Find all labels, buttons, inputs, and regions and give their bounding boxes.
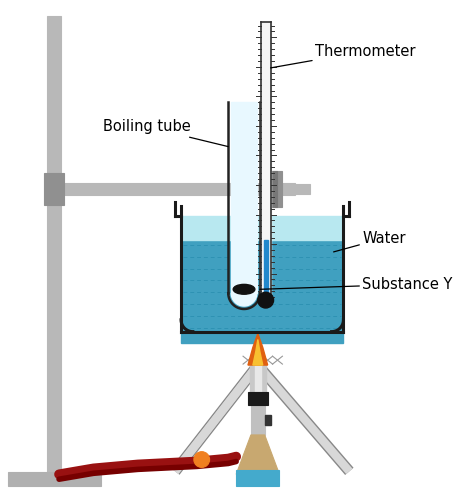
Bar — [248, 391, 268, 405]
Bar — [47, 16, 61, 478]
Bar — [181, 215, 344, 240]
Bar — [8, 472, 101, 486]
Bar — [266, 171, 277, 207]
Bar — [181, 240, 344, 344]
Bar — [44, 173, 64, 205]
Bar — [231, 103, 257, 293]
Ellipse shape — [233, 284, 255, 294]
Bar — [283, 184, 310, 194]
Bar — [264, 415, 271, 425]
Text: Thermometer: Thermometer — [271, 44, 415, 68]
Text: Water: Water — [334, 231, 406, 252]
Polygon shape — [253, 340, 263, 365]
Bar — [251, 405, 264, 435]
Bar — [261, 171, 283, 207]
Bar — [264, 240, 268, 297]
Bar — [261, 22, 271, 297]
Text: Substance Y: Substance Y — [260, 277, 453, 292]
Bar — [283, 355, 356, 365]
Bar — [236, 470, 280, 486]
Bar — [61, 183, 295, 195]
Circle shape — [258, 292, 273, 308]
Bar — [255, 365, 261, 397]
Polygon shape — [248, 334, 268, 365]
Circle shape — [194, 452, 210, 467]
Polygon shape — [236, 435, 280, 474]
Text: Boiling tube: Boiling tube — [103, 119, 228, 146]
Bar — [250, 365, 266, 397]
Polygon shape — [231, 293, 257, 306]
Bar — [169, 355, 243, 365]
